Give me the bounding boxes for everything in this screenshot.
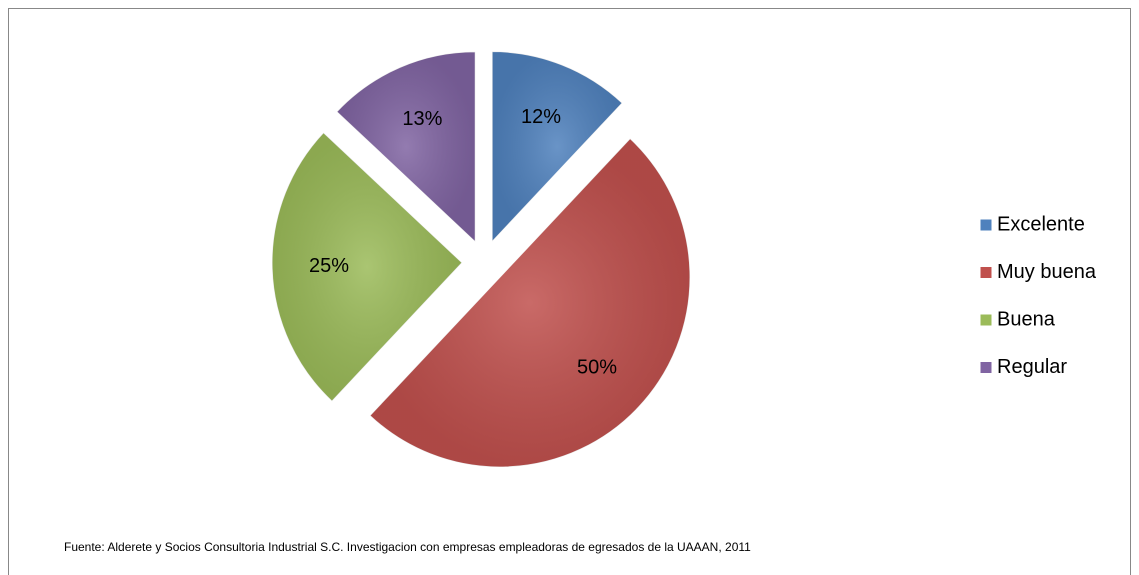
source-note: Fuente: Alderete y Socios Consultoria In…	[64, 540, 751, 554]
data-label: 12%	[521, 106, 561, 128]
legend-label: Muy buena	[997, 261, 1097, 283]
legend-swatch	[979, 361, 993, 374]
legend-label: Excelente	[997, 213, 1085, 235]
legend-swatch	[979, 218, 993, 232]
legend-swatch	[979, 266, 993, 279]
data-label: 13%	[402, 108, 442, 130]
data-label: 25%	[309, 255, 349, 277]
legend-label: Regular	[997, 356, 1067, 378]
legend-swatch	[979, 313, 993, 327]
data-label: 50%	[577, 356, 617, 378]
legend-label: Buena	[997, 308, 1056, 330]
